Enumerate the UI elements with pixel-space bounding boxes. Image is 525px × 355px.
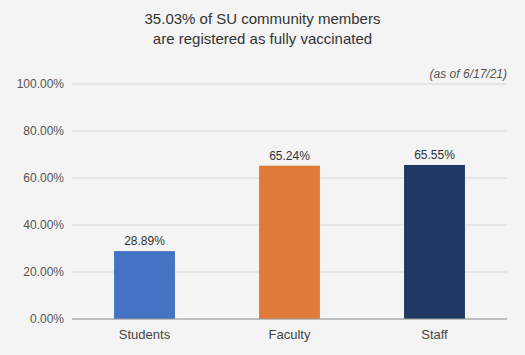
- y-tick-label: 60.00%: [23, 171, 64, 185]
- y-tick-label: 20.00%: [23, 265, 64, 279]
- x-tick-label: Faculty: [269, 327, 311, 342]
- bars: [114, 165, 465, 319]
- grid-line: [72, 84, 507, 85]
- x-tick-label: Students: [119, 327, 171, 342]
- chart: 35.03% of SU community membersare regist…: [0, 0, 525, 355]
- x-tick-label: Staff: [421, 327, 448, 342]
- chart-container: 35.03% of SU community membersare regist…: [0, 0, 525, 355]
- data-label: 65.24%: [269, 149, 310, 163]
- x-axis: Students Faculty Staff: [119, 327, 448, 342]
- grid-line: [72, 319, 507, 320]
- y-axis: 0.00% 20.00% 40.00% 60.00% 80.00% 100.00%: [17, 77, 507, 326]
- subtitle: (as of 6/17/21): [430, 67, 507, 81]
- y-tick-label: 100.00%: [17, 77, 65, 91]
- background: [0, 0, 525, 355]
- data-label: 65.55%: [414, 148, 455, 162]
- title: 35.03% of SU community membersare regist…: [145, 10, 381, 47]
- x-axis-line: [72, 319, 507, 320]
- data-label: 28.89%: [124, 234, 165, 248]
- y-tick-label: 0.00%: [30, 312, 64, 326]
- y-tick-label: 80.00%: [23, 124, 64, 138]
- data-labels: 28.89% 65.24% 65.55%: [124, 148, 455, 248]
- bar: [114, 251, 175, 319]
- y-tick-label: 40.00%: [23, 218, 64, 232]
- bar: [259, 166, 320, 319]
- grid-line: [72, 131, 507, 132]
- bar: [404, 165, 465, 319]
